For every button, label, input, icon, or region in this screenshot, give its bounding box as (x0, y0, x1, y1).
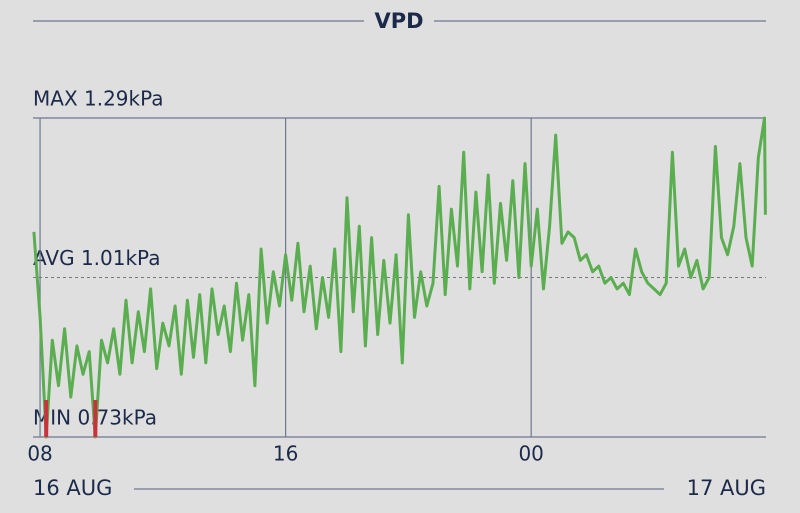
chart-title: VPD (374, 9, 423, 33)
date-end: 17 AUG (687, 476, 766, 500)
x-tick-label: 00 (518, 442, 543, 466)
x-tick-label: 08 (27, 442, 52, 466)
data-line (32, 116, 767, 439)
x-tick-label: 16 (273, 442, 298, 466)
date-start: 16 AUG (33, 476, 112, 500)
y-tick-label: AVG 1.01kPa (33, 246, 160, 270)
y-tick-label: MAX 1.29kPa (33, 87, 164, 111)
